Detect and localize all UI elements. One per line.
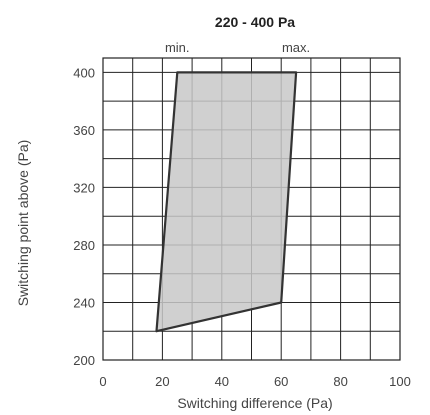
y-tick-label: 240 bbox=[73, 295, 95, 310]
y-tick-label: 400 bbox=[73, 65, 95, 80]
annotation-min: min. bbox=[165, 40, 190, 55]
x-tick-label: 100 bbox=[389, 374, 411, 389]
operating-area-polygon bbox=[155, 71, 298, 333]
x-tick-label: 40 bbox=[215, 374, 229, 389]
y-axis-ticks: 200 240 280 320 360 400 bbox=[73, 65, 95, 368]
operating-area bbox=[155, 71, 298, 333]
x-tick-label: 80 bbox=[333, 374, 347, 389]
y-tick-label: 280 bbox=[73, 238, 95, 253]
y-tick-label: 320 bbox=[73, 180, 95, 195]
chart-title: 220 - 400 Pa bbox=[215, 14, 295, 30]
annotations: min. max. bbox=[165, 40, 310, 55]
x-tick-label: 20 bbox=[155, 374, 169, 389]
x-axis-ticks: 0 20 40 60 80 100 bbox=[99, 374, 410, 389]
annotation-max: max. bbox=[282, 40, 310, 55]
plot-frame bbox=[102, 57, 401, 361]
x-tick-label: 0 bbox=[99, 374, 106, 389]
y-tick-label: 360 bbox=[73, 123, 95, 138]
x-axis-label: Switching difference (Pa) bbox=[177, 395, 332, 411]
y-axis-label: Switching point above (Pa) bbox=[15, 140, 31, 307]
y-tick-label: 200 bbox=[73, 353, 95, 368]
x-tick-label: 60 bbox=[274, 374, 288, 389]
